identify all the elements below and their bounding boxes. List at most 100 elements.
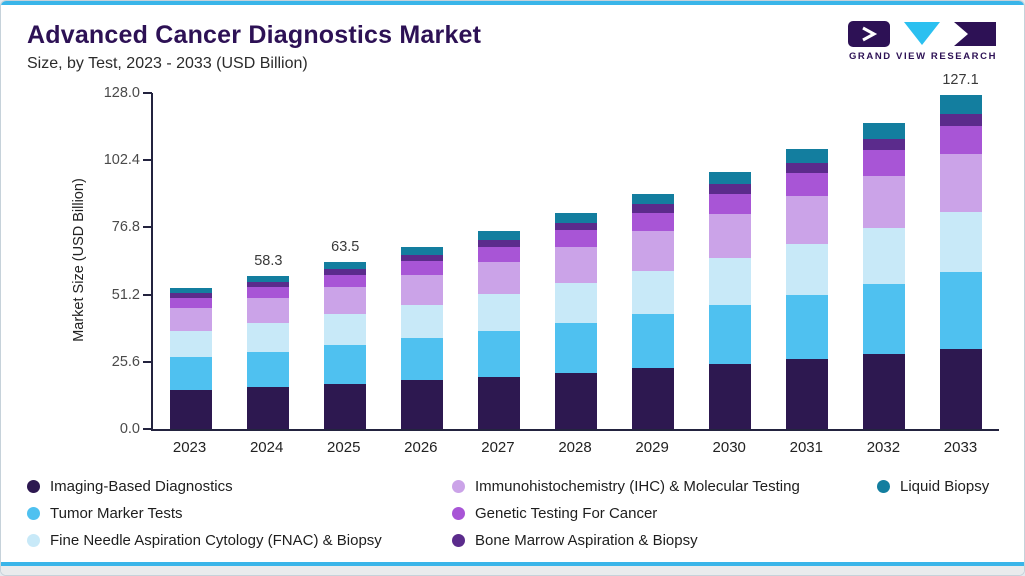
bar-segment-2031[interactable] [785,172,828,196]
bar-stack-2025[interactable] [324,93,367,429]
legend-item[interactable]: Fine Needle Aspiration Cytology (FNAC) &… [27,532,452,549]
bar-segment-2025[interactable] [324,345,367,384]
bar-stack-2023[interactable] [170,93,213,429]
bar-segment-2032[interactable] [862,228,905,284]
bar-segment-2033[interactable] [939,95,982,114]
bar-segment-2024[interactable] [247,276,290,282]
bar-segment-2032[interactable] [862,175,905,229]
bar-segment-2031[interactable] [785,162,828,173]
bar-segment-2025[interactable] [324,287,367,315]
bar-segment-2031[interactable] [785,148,828,163]
bar-segment-2033[interactable] [939,211,982,272]
bar-segment-2033[interactable] [939,348,982,429]
bar-segment-2029[interactable] [631,368,674,429]
bar-segment-2023[interactable] [170,389,213,429]
legend-item[interactable]: Liquid Biopsy [877,478,998,495]
bar-segment-2027[interactable] [478,376,521,429]
bar-segment-2027[interactable] [478,239,521,247]
bar-segment-2028[interactable] [554,372,597,429]
bar-stack-2032[interactable] [862,93,905,429]
bar-segment-2023[interactable] [170,308,213,331]
bar-segment-2023[interactable] [170,298,213,309]
bar-segment-2031[interactable] [785,195,828,244]
bar-segment-2030[interactable] [708,257,751,305]
legend-label: Tumor Marker Tests [50,505,183,522]
bar-segment-2030[interactable] [708,304,751,364]
legend-dot [27,507,40,520]
legend-item[interactable]: Genetic Testing For Cancer [452,505,877,522]
bar-segment-2023[interactable] [170,288,213,294]
bar-segment-2031[interactable] [785,294,828,360]
legend-item[interactable]: Imaging-Based Diagnostics [27,478,452,495]
bar-segment-2027[interactable] [478,331,521,377]
bar-segment-2024[interactable] [247,351,290,387]
bar-segment-2033[interactable] [939,154,982,212]
bar-segment-2026[interactable] [401,338,444,381]
bar-stack-2031[interactable] [785,93,828,429]
bar-segment-2032[interactable] [862,354,905,429]
x-tick-label-2023: 2023 [172,439,207,456]
bar-segment-2028[interactable] [554,247,597,284]
bar-segment-2024[interactable] [247,287,290,299]
legend-item[interactable]: Immunohistochemistry (IHC) & Molecular T… [452,478,877,495]
bar-segment-2026[interactable] [401,247,444,255]
bar-segment-2031[interactable] [785,243,828,295]
bar-stack-2026[interactable] [401,93,444,429]
bar-segment-2030[interactable] [708,184,751,194]
bar-stack-2033[interactable] [939,93,982,429]
bar-segment-2029[interactable] [631,271,674,315]
bar-segment-2023[interactable] [170,357,213,390]
bar-segment-2028[interactable] [554,213,597,223]
bar-segment-2030[interactable] [708,363,751,429]
bar-segment-2029[interactable] [631,204,674,213]
bar-segment-2033[interactable] [939,113,982,126]
bar-stack-2030[interactable] [708,93,751,429]
bar-segment-2025[interactable] [324,268,367,275]
bar-segment-2029[interactable] [631,231,674,271]
bar-segment-2032[interactable] [862,283,905,355]
bar-segment-2032[interactable] [862,122,905,140]
bar-segment-2028[interactable] [554,230,597,248]
bar-segment-2027[interactable] [478,231,521,240]
bar-stack-2024[interactable] [247,93,290,429]
bar-segment-2026[interactable] [401,274,444,305]
bar-segment-2028[interactable] [554,322,597,373]
bar-segment-2026[interactable] [401,261,444,275]
bar-segment-2032[interactable] [862,150,905,176]
bar-segment-2026[interactable] [401,254,444,262]
bar-segment-2030[interactable] [708,172,751,185]
bar-stack-2029[interactable] [631,93,674,429]
bar-segment-2025[interactable] [324,383,367,429]
bar-segment-2023[interactable] [170,330,213,358]
bar-segment-2031[interactable] [785,359,828,429]
bar-segment-2032[interactable] [862,139,905,151]
bar-segment-2029[interactable] [631,212,674,232]
legend-item[interactable]: Tumor Marker Tests [27,505,452,522]
bar-segment-2033[interactable] [939,125,982,155]
bar-segment-2029[interactable] [631,193,674,205]
y-tick-label-25.6: 25.6 [111,353,140,370]
bar-segment-2024[interactable] [247,322,290,352]
bar-segment-2033[interactable] [939,271,982,349]
bar-segment-2026[interactable] [401,380,444,429]
bar-segment-2030[interactable] [708,214,751,258]
bar-stack-2027[interactable] [478,93,521,429]
bar-segment-2028[interactable] [554,283,597,323]
bar-segment-2029[interactable] [631,314,674,369]
legend-item[interactable]: Bone Marrow Aspiration & Biopsy [452,532,877,549]
bar-segment-2030[interactable] [708,193,751,215]
bar-segment-2025[interactable] [324,314,367,346]
bar-segment-2028[interactable] [554,222,597,231]
bar-segment-2027[interactable] [478,246,521,262]
bar-segment-2025[interactable] [324,274,367,288]
bar-segment-2023[interactable] [170,293,213,299]
bar-segment-2026[interactable] [401,304,444,339]
bar-segment-2024[interactable] [247,281,290,288]
bar-segment-2025[interactable] [324,262,367,269]
legend-dot [452,507,465,520]
bar-segment-2027[interactable] [478,294,521,332]
bar-segment-2024[interactable] [247,386,290,429]
bar-segment-2024[interactable] [247,298,290,323]
bar-stack-2028[interactable] [554,93,597,429]
bar-segment-2027[interactable] [478,261,521,295]
